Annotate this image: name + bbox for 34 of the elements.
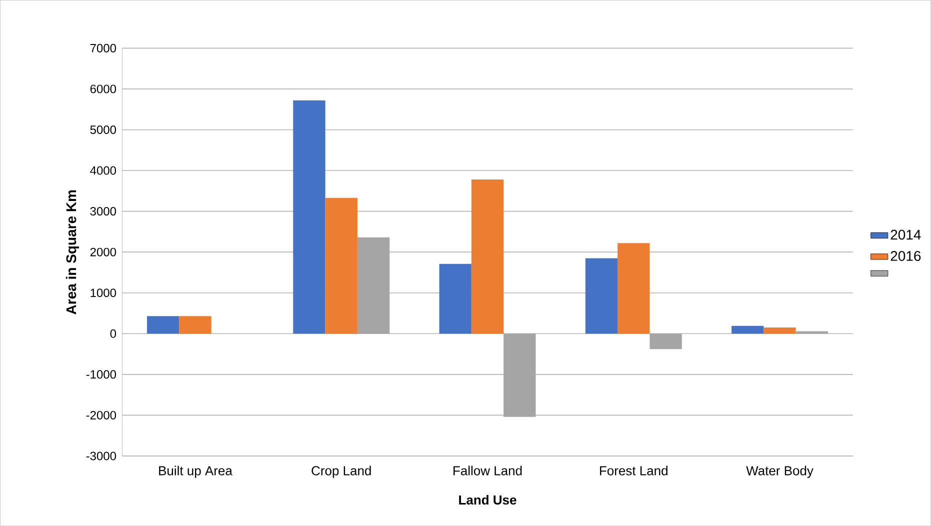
bar	[439, 264, 472, 334]
y-tick-label: -3000	[86, 452, 116, 460]
bar	[147, 316, 180, 334]
y-tick-label: -1000	[86, 370, 116, 379]
y-tick-label: 1000	[90, 288, 116, 298]
y-axis-title: Area in Square Km	[66, 190, 79, 314]
bar	[732, 326, 764, 334]
y-tick-label: 2000	[90, 248, 116, 256]
bar	[325, 198, 358, 334]
y-tick-label: -2000	[86, 410, 116, 420]
bar	[764, 327, 796, 334]
bar	[179, 316, 212, 334]
x-axis-title: Land Use	[459, 494, 516, 504]
bar	[585, 258, 618, 334]
x-tick-label: Fallow Land	[454, 466, 522, 476]
bar	[618, 243, 650, 334]
y-tick-label: 5000	[90, 125, 116, 134]
bar	[650, 334, 682, 350]
x-tick-label: Forest Land	[600, 466, 668, 476]
y-tick-label: 6000	[90, 84, 116, 94]
x-tick-label: Water Body	[746, 466, 814, 478]
y-tick-label: 3000	[90, 206, 116, 216]
y-tick-label: 7000	[90, 44, 116, 52]
bar	[471, 179, 504, 334]
legend-label: 2014	[890, 230, 921, 240]
bar	[504, 334, 536, 417]
y-tick-label: 4000	[90, 166, 116, 175]
y-tick-label: 0	[110, 329, 116, 338]
legend-label: 2016	[890, 250, 921, 261]
bar	[357, 237, 390, 334]
x-tick-label: Crop Land	[312, 466, 371, 478]
x-tick-label: Built up Area	[159, 466, 232, 478]
bar	[293, 100, 326, 334]
bar	[796, 331, 828, 334]
